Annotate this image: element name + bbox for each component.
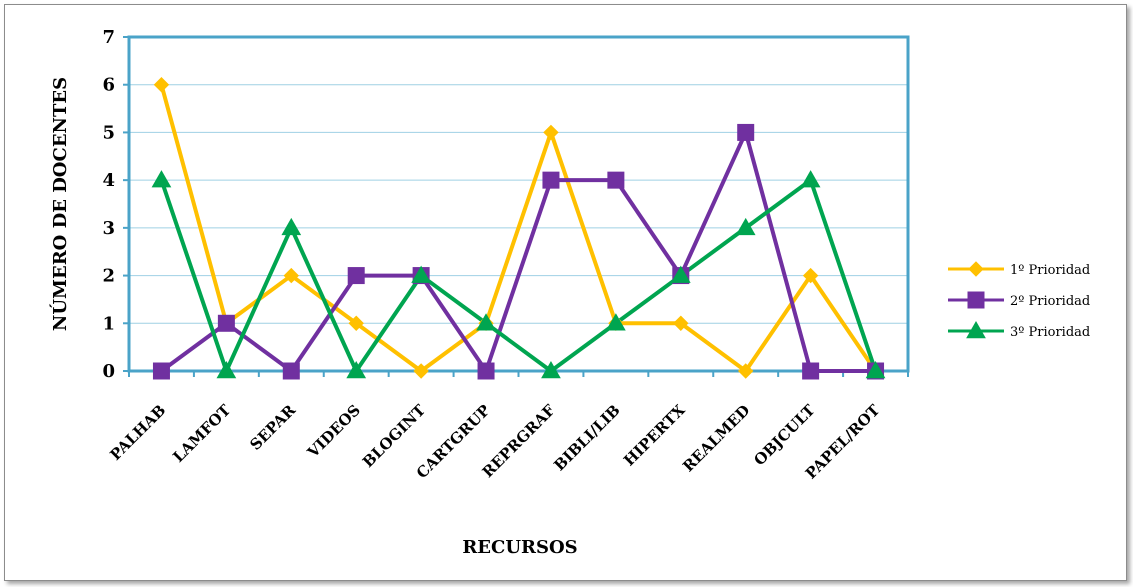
y-tick-label: 0 bbox=[102, 361, 115, 382]
x-category-label: OBJCULT bbox=[750, 401, 819, 470]
y-tick-label: 3 bbox=[102, 218, 115, 239]
data-point-series-1 bbox=[543, 124, 559, 141]
x-category-label: PALHAB bbox=[106, 401, 169, 464]
data-point-series-3 bbox=[541, 360, 561, 379]
data-point-series-3 bbox=[670, 265, 691, 283]
data-point-series-2 bbox=[802, 362, 820, 380]
data-point-series-1 bbox=[738, 363, 754, 379]
series-line-2 bbox=[160, 130, 876, 373]
y-axis-title: NÚMERO DE DOCENTES bbox=[48, 77, 71, 331]
legend-marker bbox=[967, 291, 985, 309]
data-point-series-2 bbox=[542, 171, 560, 189]
x-category-label: VIDEOS bbox=[303, 401, 364, 462]
data-point-series-2 bbox=[737, 123, 755, 141]
plot-area-border bbox=[127, 35, 910, 373]
data-point-series-3 bbox=[865, 360, 886, 379]
data-point-series-3 bbox=[606, 313, 626, 331]
data-point-series-2 bbox=[477, 362, 495, 380]
data-point-series-3 bbox=[476, 313, 496, 331]
data-point-series-3 bbox=[735, 217, 756, 236]
x-category-label: LAMFOT bbox=[169, 401, 234, 466]
y-tick-label: 6 bbox=[102, 75, 115, 96]
y-tick-label: 7 bbox=[102, 27, 115, 48]
data-point-series-1 bbox=[283, 267, 299, 284]
y-tick-label: 5 bbox=[102, 122, 115, 143]
y-tick-label: 1 bbox=[102, 313, 115, 334]
data-point-series-2 bbox=[282, 362, 300, 380]
data-point-series-1 bbox=[802, 267, 819, 284]
legend-marker bbox=[966, 320, 986, 339]
series-line-1 bbox=[159, 84, 878, 373]
data-point-series-2 bbox=[607, 171, 625, 189]
chart-frame bbox=[4, 4, 1127, 581]
data-point-series-1 bbox=[673, 315, 689, 331]
legend-label: 1º Prioridad bbox=[1010, 263, 1090, 278]
data-point-series-1 bbox=[153, 77, 170, 93]
data-point-series-1 bbox=[348, 315, 364, 331]
data-point-series-2 bbox=[347, 267, 365, 285]
x-category-label: REALMED bbox=[679, 401, 753, 475]
legend-label: 2º Prioridad bbox=[1010, 294, 1090, 309]
data-point-series-3 bbox=[346, 360, 367, 379]
x-category-label: HIPERTX bbox=[620, 401, 689, 470]
x-axis-title: RECURSOS bbox=[462, 537, 577, 558]
data-point-series-3 bbox=[216, 360, 237, 379]
data-point-series-3 bbox=[281, 217, 302, 236]
x-category-label: SEPAR bbox=[246, 401, 299, 454]
legend-label: 3º Prioridad bbox=[1010, 325, 1090, 340]
data-point-series-2 bbox=[217, 314, 235, 332]
series-line-3 bbox=[159, 178, 878, 373]
data-point-series-1 bbox=[413, 363, 429, 379]
y-tick-label: 4 bbox=[102, 170, 115, 191]
data-point-series-3 bbox=[800, 170, 821, 188]
data-point-series-3 bbox=[411, 265, 431, 283]
x-category-label: BLOGINT bbox=[359, 401, 430, 472]
data-point-series-3 bbox=[151, 170, 172, 188]
y-tick-label: 2 bbox=[102, 266, 115, 287]
data-point-series-2 bbox=[152, 362, 170, 380]
x-category-label: BIBLI/LIB bbox=[550, 401, 623, 474]
legend-marker bbox=[968, 261, 984, 277]
